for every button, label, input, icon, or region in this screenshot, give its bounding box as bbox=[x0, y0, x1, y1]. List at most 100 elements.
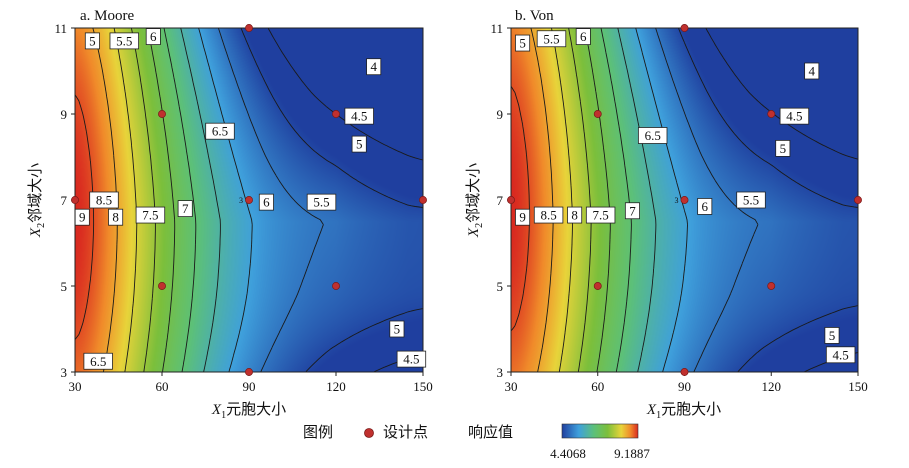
contour-label-box bbox=[351, 135, 367, 153]
y-axis-label-moore: X2邻域大小 bbox=[27, 163, 47, 238]
contour-label-box bbox=[366, 58, 382, 76]
x-ticks-moore: 30 60 90 120 150 bbox=[69, 372, 433, 394]
design-point bbox=[245, 24, 253, 32]
contour-label-box bbox=[533, 206, 564, 224]
x-tick-label: 30 bbox=[505, 379, 518, 394]
x-tick-label: 150 bbox=[413, 379, 433, 394]
contour-label: 6 bbox=[701, 199, 708, 214]
panel-title-moore: a. Moore bbox=[80, 8, 134, 24]
y-axis-label-von: X2邻域大小 bbox=[465, 163, 485, 238]
contour-labels-moore: 5 5.5 644.56.558.5 6 5.59 8 7.5 754.56.5 bbox=[74, 28, 427, 370]
contour-label-box bbox=[585, 206, 616, 224]
contour-label: 8 bbox=[112, 210, 119, 225]
legend: 图例 设计点 响应值 4.4068 9.1887 bbox=[303, 423, 650, 461]
design-points-von: 3 bbox=[507, 24, 862, 376]
colorbar-max-label: 9.1887 bbox=[614, 446, 650, 461]
contour-label-box bbox=[736, 191, 766, 209]
design-point bbox=[332, 110, 340, 118]
contour-label-box bbox=[779, 107, 810, 125]
contour-label: 7 bbox=[629, 203, 636, 218]
contour-label: 5 bbox=[356, 137, 363, 152]
contour-label: 7.5 bbox=[142, 208, 158, 223]
contour-label: 7 bbox=[182, 201, 189, 216]
contour-label: 4.5 bbox=[786, 109, 802, 124]
contour-label-box bbox=[515, 34, 531, 52]
contour-labels-von: 5 5.5 6 4 4.5 6.5 5 5.5 6 9 8.5 8 7.5 7 5 4.5 bbox=[515, 28, 856, 364]
design-point bbox=[593, 110, 602, 118]
contour-label: 6 bbox=[580, 29, 587, 44]
design-point bbox=[245, 196, 253, 204]
contour-label-box bbox=[108, 208, 124, 226]
contour-label-box bbox=[637, 127, 668, 144]
contour-label: 5 bbox=[394, 322, 401, 337]
contour-label-box bbox=[177, 200, 193, 218]
x-tick-label: 90 bbox=[243, 379, 256, 394]
design-point bbox=[593, 282, 602, 290]
design-point bbox=[158, 110, 166, 118]
contour-label: 6.5 bbox=[645, 128, 661, 143]
design-point bbox=[245, 368, 253, 376]
contour-label: 6.5 bbox=[212, 124, 228, 139]
contour-label-box bbox=[205, 122, 235, 140]
contour-label-box bbox=[258, 193, 274, 211]
y-tick-label: 3 bbox=[61, 365, 68, 380]
contour-label-box bbox=[515, 208, 531, 226]
y-tick-label: 7 bbox=[497, 193, 504, 208]
y-ticks-moore: 3 5 7 9 11 bbox=[54, 21, 75, 380]
design-points-moore: 3 bbox=[71, 24, 427, 376]
contour-label-box bbox=[396, 350, 427, 368]
y-tick-label: 3 bbox=[497, 365, 504, 380]
panel-title-von: b. Von bbox=[515, 8, 554, 24]
x-axis-label-moore: X1元胞大小 bbox=[211, 401, 286, 421]
colorbar-title: 响应值 bbox=[468, 423, 513, 441]
x-ticks-von: 30 60 90 120 150 bbox=[505, 372, 868, 394]
contour-label-box bbox=[804, 62, 820, 80]
contour-label-box bbox=[824, 327, 840, 344]
contour-label: 8.5 bbox=[540, 208, 556, 223]
x-tick-label: 150 bbox=[848, 379, 868, 394]
contour-label-box bbox=[575, 28, 591, 46]
contour-label: 5 bbox=[89, 33, 96, 48]
center-point-count-label: 3 bbox=[675, 196, 679, 205]
design-point bbox=[507, 196, 515, 204]
design-point bbox=[767, 282, 776, 290]
contour-label-box bbox=[825, 346, 856, 364]
contour-label: 5 bbox=[780, 141, 787, 156]
contour-label: 5 bbox=[519, 36, 526, 51]
legend-design-point-marker bbox=[364, 428, 374, 438]
design-point bbox=[158, 282, 166, 290]
contour-label: 5.5 bbox=[116, 33, 132, 48]
contour-label-box bbox=[145, 28, 161, 46]
contour-label: 4.5 bbox=[403, 352, 419, 367]
legend-design-point-label: 设计点 bbox=[383, 424, 428, 441]
x-tick-label: 60 bbox=[156, 379, 169, 394]
contour-label: 5.5 bbox=[313, 195, 329, 210]
x-tick-label: 90 bbox=[678, 379, 691, 394]
contour-label-box bbox=[389, 320, 405, 338]
contour-label-box bbox=[109, 32, 140, 50]
design-point bbox=[419, 196, 427, 204]
contour-label-box bbox=[84, 32, 100, 50]
contour-label-box bbox=[567, 206, 583, 224]
contour-label-box bbox=[536, 30, 567, 48]
y-tick-label: 5 bbox=[497, 279, 504, 294]
contour-label: 5.5 bbox=[543, 31, 559, 46]
x-axis-label-von: X1元胞大小 bbox=[646, 401, 721, 421]
contour-path bbox=[74, 27, 424, 373]
y-tick-label: 7 bbox=[61, 193, 68, 208]
y-ticks-von: 3 5 7 9 11 bbox=[490, 21, 511, 380]
contour-label: 8.5 bbox=[96, 193, 112, 208]
design-point bbox=[680, 196, 689, 204]
x-tick-label: 120 bbox=[326, 379, 346, 394]
contour-lines-moore bbox=[74, 27, 424, 373]
contour-label-box bbox=[89, 191, 119, 209]
design-point bbox=[767, 110, 776, 118]
contour-label: 6 bbox=[150, 29, 157, 44]
contour-label-box bbox=[306, 193, 337, 211]
contour-label: 9 bbox=[79, 210, 86, 225]
contour-label: 6.5 bbox=[90, 354, 106, 369]
center-point-count-label: 3 bbox=[239, 196, 243, 205]
x-tick-label: 120 bbox=[762, 379, 782, 394]
